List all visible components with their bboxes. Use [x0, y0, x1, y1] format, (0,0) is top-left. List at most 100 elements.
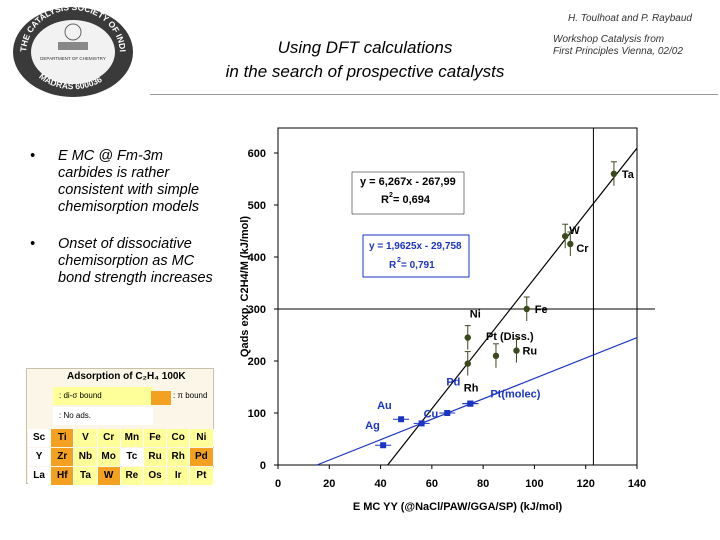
data-point-cu [418, 420, 425, 427]
point-label: Cr [576, 243, 589, 255]
slide-title: Using DFT calculations in the search of … [200, 36, 530, 84]
catalysis-society-logo: THE CATALYSIS SOCIETY OF INDIA MADRAS 60… [6, 2, 133, 97]
r2-superscript: 2 [397, 257, 401, 264]
element-cell: V [74, 429, 98, 447]
data-point-rh [464, 360, 471, 367]
periodic-table-grid: Sc Ti V Cr Mn Fe Co Ni Y Zr Nb Mo Tc Ru Rh Pd La Hf Ta W Re O… [28, 429, 214, 486]
r2-label-metals: R [381, 194, 389, 206]
element-cell: Nb [74, 448, 98, 466]
data-point-pt-diss- [492, 352, 500, 359]
bullet-text: E MC @ Fm-3m carbides is rather consiste… [58, 148, 200, 215]
element-cell: Pt [190, 467, 214, 485]
element-cell: Zr [51, 448, 75, 466]
point-label: Ni [470, 309, 481, 321]
point-label: Pt (Diss.) [486, 331, 534, 343]
data-point-ni [464, 334, 471, 341]
point-label: W [569, 225, 580, 237]
equation-box-metals [351, 171, 465, 215]
plot-frame [277, 127, 638, 466]
x-tick-label: 20 [323, 478, 335, 490]
legend-no-ads: : No ads. [53, 407, 153, 425]
element-cell: Ir [167, 467, 191, 485]
data-point-au [398, 416, 405, 423]
element-cell: Mn [120, 429, 144, 447]
element-cell: Fe [143, 429, 168, 447]
periodic-row: Sc Ti V Cr Mn Fe Co Ni [28, 429, 214, 448]
element-cell: Ta [74, 467, 98, 485]
point-label: Pt(molec) [490, 389, 540, 401]
element-cell: Ru [143, 448, 168, 466]
x-tick-label: 0 [275, 478, 281, 490]
element-cell: Ti [51, 429, 75, 447]
data-point-ag [380, 442, 387, 449]
point-label: Ta [622, 169, 635, 181]
workshop-credit: Workshop Catalysis from First Principles… [553, 34, 683, 58]
inset-caption: Adsorption of C₂H₄ 100K [67, 371, 186, 382]
element-cell: Y [28, 448, 52, 466]
bullet-marker: • [30, 236, 36, 252]
bullet-list: • E MC @ Fm-3m carbides is rather consis… [30, 148, 215, 307]
element-cell: La [28, 467, 52, 485]
logo-department-text: DEPARTMENT OF CHEMISTRY [40, 56, 106, 61]
y-tick-label: 400 [248, 252, 266, 264]
x-tick-label: 80 [477, 478, 489, 490]
workshop-line-2: First Principles Vienna, 02/02 [553, 46, 683, 57]
r2-value-noble: = 0,791 [401, 260, 435, 271]
data-point-ru [513, 347, 520, 354]
periodic-row: Y Zr Nb Mo Tc Ru Rh Pd [28, 448, 214, 467]
point-label: Fe [535, 304, 548, 316]
element-cell: Re [120, 467, 144, 485]
element-cell: W [97, 467, 121, 485]
fit-line-noble [316, 337, 638, 466]
element-cell: Cr [97, 429, 121, 447]
x-tick-label: 60 [426, 478, 438, 490]
point-label: Au [377, 400, 392, 412]
x-tick-label: 40 [374, 478, 386, 490]
bullet-item: • E MC @ Fm-3m carbides is rather consis… [30, 148, 215, 216]
data-point-w [562, 233, 569, 240]
adsorption-inset-table: Adsorption of C₂H₄ 100K : di-σ bound : N… [26, 368, 214, 486]
x-tick-label: 140 [628, 478, 646, 490]
y-tick-label: 600 [248, 148, 266, 160]
y-tick-label: 0 [260, 460, 266, 472]
bullet-text: Onset of dissociative chemisorption as M… [58, 236, 213, 286]
element-cell: Tc [120, 448, 144, 466]
point-label: Ag [365, 420, 380, 432]
element-cell: Pd [190, 448, 214, 466]
data-point-unlabeled [444, 410, 451, 416]
title-line-1: Using DFT calculations [277, 38, 453, 57]
point-label: Cu [424, 408, 439, 420]
x-tick-label: 120 [577, 478, 595, 490]
r2-superscript: 2 [389, 192, 393, 199]
legend-di-sigma: : di-σ bound [53, 387, 153, 405]
title-line-2: in the search of prospective catalysts [225, 62, 505, 81]
element-cell: Ni [190, 429, 214, 447]
element-cell: Rh [167, 448, 191, 466]
data-point-ta [610, 170, 618, 177]
periodic-row: La Hf Ta W Re Os Ir Pt [28, 467, 214, 486]
x-axis-label: E MC YY (@NaCl/PAW/GGA/SP) (kJ/mol) [353, 501, 563, 513]
element-cell: Os [143, 467, 168, 485]
legend-pi-bound: : π bound [173, 391, 208, 400]
data-point-pt-molec- [467, 400, 474, 407]
point-label: Rh [464, 383, 479, 395]
bullet-item: • Onset of dissociative chemisorption as… [30, 236, 215, 287]
element-cell: Mo [97, 448, 121, 466]
workshop-line-1: Workshop Catalysis from [553, 34, 665, 45]
author-credit: H. Toulhoat and P. Raybaud [568, 13, 692, 24]
y-tick-label: 200 [248, 356, 266, 368]
y-tick-label: 100 [248, 408, 266, 420]
point-label: Pd [446, 377, 460, 389]
bullet-marker: • [30, 148, 36, 164]
r2-value-metals: = 0,694 [393, 194, 431, 206]
equation-metals: y = 6,267x - 267,99 [360, 176, 456, 188]
y-tick-label: 500 [248, 200, 266, 212]
element-cell: Hf [51, 467, 75, 485]
point-label: Ru [522, 346, 537, 358]
data-point-fe [523, 305, 530, 313]
element-cell: Co [167, 429, 191, 447]
equation-box-noble [362, 234, 470, 278]
y-axis-label: Qads exp. C2H4/M (kJ/mol) [239, 216, 251, 358]
element-cell: Sc [28, 429, 52, 447]
equation-noble: y = 1,9625x - 29,758 [369, 241, 462, 252]
